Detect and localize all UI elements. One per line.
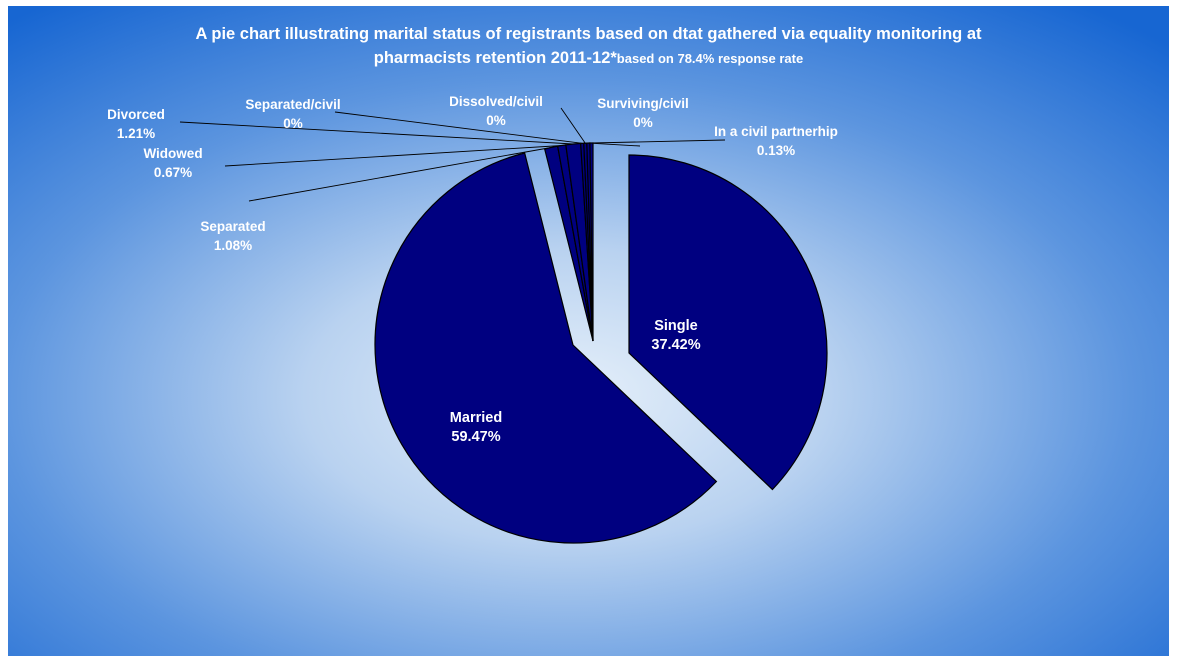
slice-label-divorced: Divorced bbox=[107, 107, 165, 122]
slice-labels: Single 37.42% Married 59.47% Separated 1.08% W… bbox=[107, 94, 838, 445]
leader-line-surviving-civil bbox=[588, 142, 641, 147]
leader-line-dissolved-civil bbox=[560, 107, 586, 144]
slice-value-single: 37.42% bbox=[651, 337, 700, 353]
slice-label-dissolved-civil: Dissolved/civil bbox=[449, 94, 543, 109]
slice-label-separated-civil: Separated/civil bbox=[245, 97, 340, 112]
slice-value-widowed: 0.67% bbox=[154, 165, 192, 180]
slice-value-married: 59.47% bbox=[451, 429, 500, 445]
slice-value-separated-civil: 0% bbox=[283, 116, 303, 131]
pie-slices bbox=[374, 142, 828, 544]
leader-line-separated bbox=[248, 147, 552, 202]
pie-slice-married bbox=[374, 152, 718, 544]
leader-line-in-a-civil-partnerhip bbox=[591, 139, 726, 144]
leader-line-separated-civil bbox=[334, 111, 583, 144]
slice-value-divorced: 1.21% bbox=[117, 126, 155, 141]
slice-label-in-a-civil-partnerhip: In a civil partnerhip bbox=[714, 124, 838, 139]
slice-value-dissolved-civil: 0% bbox=[486, 113, 506, 128]
slice-label-single: Single bbox=[654, 318, 698, 334]
chart-subtitle: based on 78.4% response rate bbox=[616, 51, 804, 66]
chart-background bbox=[8, 6, 1169, 656]
chart-title-continuation: pharmacists retention 2011-12* bbox=[373, 49, 617, 67]
chart-area: Single 37.42% Married 59.47% Separated 1.08% W… bbox=[8, 6, 1169, 656]
slice-label-married: Married bbox=[450, 410, 502, 426]
chart-title: A pie chart illustrating marital status … bbox=[195, 25, 982, 43]
slice-value-in-a-civil-partnerhip: 0.13% bbox=[757, 143, 795, 158]
leader-lines bbox=[179, 107, 726, 202]
leader-line-widowed bbox=[224, 145, 562, 167]
slice-label-widowed: Widowed bbox=[143, 146, 202, 161]
slice-label-surviving-civil: Surviving/civil bbox=[597, 96, 689, 111]
pie-chart: Single 37.42% Married 59.47% Separated 1.08% W… bbox=[8, 6, 1169, 656]
pie-slice-single bbox=[628, 154, 828, 491]
slice-value-separated: 1.08% bbox=[214, 238, 252, 253]
slice-label-separated: Separated bbox=[200, 219, 265, 234]
leader-line-divorced bbox=[179, 121, 574, 145]
chart-title-line-2: pharmacists retention 2011-12*based on 7… bbox=[8, 49, 1169, 68]
pie-slice-in-a-civil-partnerhip bbox=[589, 142, 594, 342]
slice-value-surviving-civil: 0% bbox=[633, 115, 653, 130]
